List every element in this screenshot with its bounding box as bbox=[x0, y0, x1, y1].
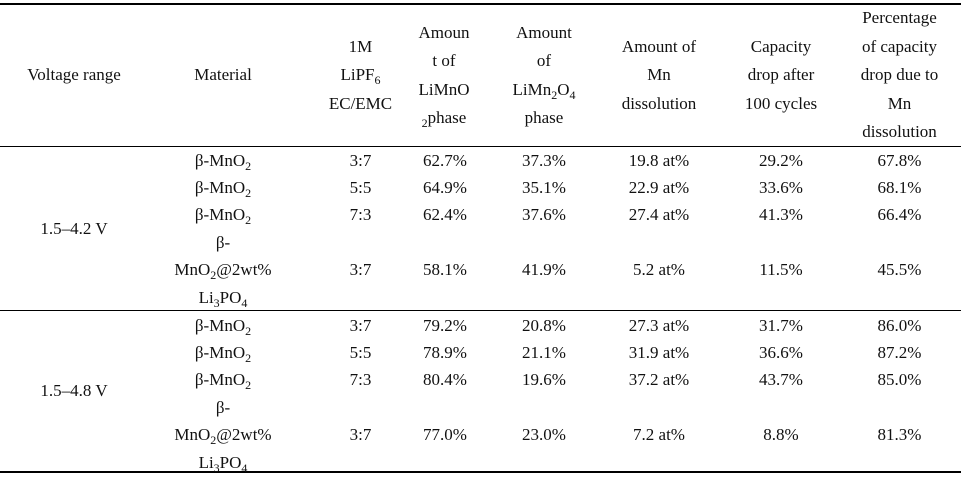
material-cell: β-MnO2 bbox=[194, 343, 252, 365]
limn2o4-cell: 21.1% bbox=[522, 343, 566, 362]
limno-cell: 64.9% bbox=[423, 178, 467, 197]
capacity-drop-cell: 29.2% bbox=[759, 151, 803, 170]
capacity-drop-cell: 36.6% bbox=[759, 343, 803, 362]
ratio-cell: 5:5 bbox=[349, 343, 372, 362]
header-rule bbox=[0, 146, 961, 147]
voltage-range-label: 1.5–4.8 V bbox=[40, 381, 108, 400]
table-bottom-rule bbox=[0, 471, 961, 473]
capacity-drop-cell: 31.7% bbox=[759, 316, 803, 335]
header-capacity-drop: Capacity drop after 100 cycles bbox=[744, 36, 818, 113]
capacity-drop-cell: 11.5% bbox=[759, 260, 803, 279]
ratio-cell: 5:5 bbox=[349, 178, 372, 197]
ratio-cell: 3:7 bbox=[349, 260, 372, 279]
limn2o4-cell: 19.6% bbox=[522, 370, 566, 389]
material-cell: β- MnO2@2wt% Li3PO4 bbox=[174, 397, 272, 475]
mn-dissolution-cell: 5.2 at% bbox=[633, 260, 685, 279]
material-cell: β-MnO2 bbox=[194, 316, 252, 338]
ratio-cell: 3:7 bbox=[349, 425, 372, 444]
mn-dissolution-cell: 37.2 at% bbox=[628, 370, 690, 389]
material-cell: β-MnO2 bbox=[194, 178, 252, 200]
capacity-drop-cell: 43.7% bbox=[759, 370, 803, 389]
header-pct-drop: Percentage of capacity drop due to Mn dissol… bbox=[860, 8, 939, 142]
pct-drop-cell: 67.8% bbox=[877, 151, 922, 170]
capacity-drop-cell: 41.3% bbox=[759, 205, 803, 224]
header-voltage: Voltage range bbox=[27, 65, 121, 85]
pct-drop-cell: 68.1% bbox=[877, 178, 922, 197]
material-cell: β- MnO2@2wt% Li3PO4 bbox=[174, 232, 272, 310]
mn-dissolution-cell: 22.9 at% bbox=[628, 178, 690, 197]
group-separator-rule bbox=[0, 310, 961, 311]
mn-dissolution-cell: 19.8 at% bbox=[628, 151, 690, 170]
limno-cell: 62.7% bbox=[423, 151, 467, 170]
limn2o4-cell: 23.0% bbox=[522, 425, 566, 444]
pct-drop-cell: 85.0% bbox=[877, 370, 922, 389]
mn-dissolution-cell: 27.4 at% bbox=[628, 205, 690, 224]
limn2o4-cell: 37.3% bbox=[522, 151, 566, 170]
pct-drop-cell: 86.0% bbox=[877, 316, 922, 335]
limno-cell: 77.0% bbox=[423, 425, 467, 444]
material-cell: β-MnO2 bbox=[194, 370, 252, 392]
mn-dissolution-cell: 27.3 at% bbox=[628, 316, 690, 335]
ratio-cell: 3:7 bbox=[349, 316, 372, 335]
material-cell: β-MnO2 bbox=[194, 151, 252, 173]
pct-drop-cell: 81.3% bbox=[877, 425, 922, 444]
header-limno: Amoun t of LiMnO 2phase bbox=[418, 22, 470, 130]
capacity-drop-cell: 8.8% bbox=[763, 425, 799, 444]
limn2o4-cell: 35.1% bbox=[522, 178, 566, 197]
limno-cell: 80.4% bbox=[423, 370, 467, 389]
header-mn-dissolution: Amount of Mn dissolution bbox=[621, 36, 697, 113]
header-limn2o4: Amount of LiMn2O4 phase bbox=[512, 22, 576, 128]
limno-cell: 79.2% bbox=[423, 316, 467, 335]
limno-cell: 62.4% bbox=[423, 205, 467, 224]
pct-drop-cell: 87.2% bbox=[877, 343, 922, 362]
ratio-cell: 7:3 bbox=[349, 370, 372, 389]
table-top-rule bbox=[0, 3, 961, 5]
ratio-cell: 7:3 bbox=[349, 205, 372, 224]
material-cell: β-MnO2 bbox=[194, 205, 252, 227]
limn2o4-cell: 41.9% bbox=[522, 260, 566, 279]
header-electrolyte: 1M LiPF6 EC/EMC bbox=[328, 36, 393, 113]
pct-drop-cell: 66.4% bbox=[877, 205, 922, 224]
ratio-cell: 3:7 bbox=[349, 151, 372, 170]
pct-drop-cell: 45.5% bbox=[877, 260, 922, 279]
mn-dissolution-cell: 31.9 at% bbox=[628, 343, 690, 362]
limn2o4-cell: 37.6% bbox=[522, 205, 566, 224]
mn-dissolution-cell: 7.2 at% bbox=[633, 425, 685, 444]
limno-cell: 78.9% bbox=[423, 343, 467, 362]
capacity-drop-cell: 33.6% bbox=[759, 178, 803, 197]
header-material: Material bbox=[194, 65, 252, 85]
voltage-range-label: 1.5–4.2 V bbox=[40, 218, 108, 238]
limn2o4-cell: 20.8% bbox=[522, 316, 566, 335]
limno-cell: 58.1% bbox=[423, 260, 467, 279]
